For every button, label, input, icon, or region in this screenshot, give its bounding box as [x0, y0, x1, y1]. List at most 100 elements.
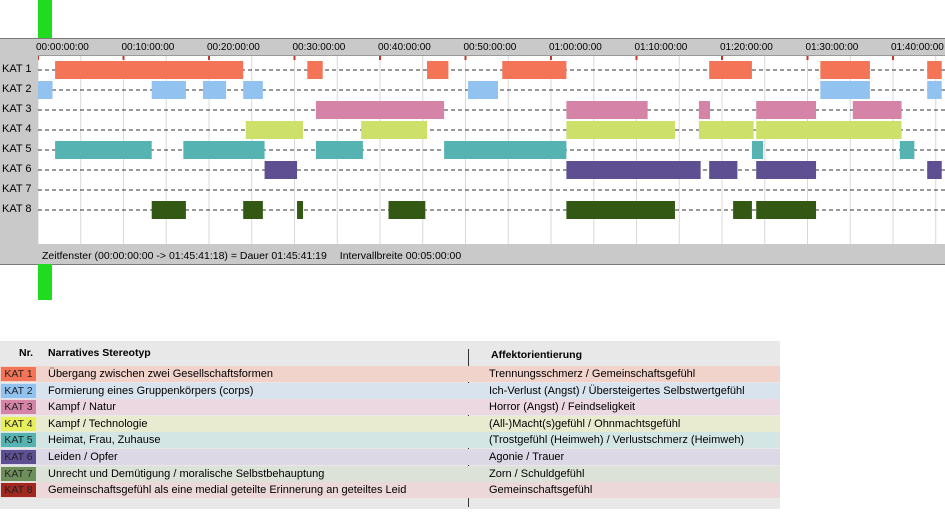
segment-bar-kat-4[interactable] — [698, 121, 754, 139]
legend-header-nr: Nr. — [19, 347, 34, 359]
segment-bar-kat-8[interactable] — [566, 201, 675, 219]
legend-row: KAT 8 Gemeinschaftsgefühl als eine medial… — [0, 482, 780, 499]
narrative-text: Kampf / Technologie — [48, 417, 148, 430]
row-label: KAT 5 — [2, 143, 32, 155]
status-bar: Zeitfenster (00:00:00:00 -> 01:45:41:18)… — [42, 250, 471, 263]
segment-bar-kat-5[interactable] — [751, 141, 764, 159]
row-label: KAT 4 — [2, 123, 32, 135]
segment-bar-kat-6[interactable] — [264, 161, 298, 179]
legend-row: KAT 3 Kampf / Natur Horror (Angst) / Feind… — [0, 399, 780, 416]
row-label: KAT 1 — [2, 63, 32, 75]
segment-bar-kat-2[interactable] — [38, 81, 53, 99]
segment-bar-kat-8[interactable] — [388, 201, 426, 219]
playhead-marker-bottom[interactable] — [38, 264, 52, 300]
affekt-text: Gemeinschaftsgefühl — [489, 484, 593, 497]
category-badge: KAT 2 — [1, 383, 36, 398]
segment-bar-kat-2[interactable] — [468, 81, 498, 99]
category-badge: KAT 6 — [1, 450, 36, 464]
category-badge: KAT 8 — [1, 483, 36, 498]
row-label: KAT 6 — [2, 163, 32, 175]
segment-bar-kat-6[interactable] — [566, 161, 701, 179]
segment-bar-kat-5[interactable] — [55, 141, 152, 159]
x-tick-label: 00:30:00:00 — [292, 42, 346, 53]
legend-header-narrative: Narratives Stereotyp — [48, 347, 151, 359]
segment-bar-kat-3[interactable] — [852, 101, 902, 119]
segment-bar-kat-5[interactable] — [183, 141, 265, 159]
segment-bar-kat-5[interactable] — [444, 141, 567, 159]
narrative-text: Kampf / Natur — [48, 401, 116, 414]
x-tick-label: 00:20:00:00 — [207, 42, 260, 53]
segment-bar-kat-2[interactable] — [243, 81, 263, 99]
affekt-text: Trennungsschmerz / Gemeinschaftsgefühl — [489, 368, 696, 380]
plot-area[interactable] — [38, 55, 945, 244]
affekt-text: Ich-Verlust (Angst) / Übersteigertes Sel… — [489, 384, 745, 397]
legend-row: KAT 2 Formierung eines Gruppenkörpers (co… — [0, 382, 780, 399]
segment-bar-kat-1[interactable] — [820, 61, 870, 79]
category-badge: KAT 7 — [1, 466, 36, 481]
affekt-text: Agonie / Trauer — [489, 451, 565, 463]
affekt-text: Horror (Angst) / Feindseligkeit — [489, 401, 636, 414]
timeline-svg — [38, 56, 945, 244]
narrative-text: Unrecht und Demütigung / moralische Selb… — [48, 467, 325, 480]
row-label: KAT 7 — [2, 183, 32, 195]
playhead-marker-top[interactable] — [38, 0, 52, 38]
segment-bar-kat-6[interactable] — [709, 161, 738, 179]
segment-bar-kat-5[interactable] — [315, 141, 363, 159]
x-tick-label: 00:00:00:00 — [36, 42, 89, 53]
segment-bar-kat-8[interactable] — [243, 201, 263, 219]
interval-width-text: Intervallbreite 00:05:00:00 — [339, 250, 462, 262]
segment-bar-kat-1[interactable] — [427, 61, 449, 79]
legend-header-affekt: Affektorientierung — [491, 349, 583, 361]
segment-bar-kat-3[interactable] — [756, 101, 817, 119]
segment-bar-kat-3[interactable] — [698, 101, 711, 119]
x-tick-label: 01:30:00:00 — [805, 42, 859, 53]
segment-bar-kat-1[interactable] — [927, 61, 942, 79]
segment-bar-kat-2[interactable] — [203, 81, 227, 99]
time-window-text: Zeitfenster (00:00:00:00 -> 01:45:41:18)… — [42, 250, 327, 262]
segment-bar-kat-6[interactable] — [927, 161, 942, 179]
segment-bar-kat-1[interactable] — [502, 61, 567, 79]
x-tick-label: 00:40:00:00 — [378, 42, 431, 53]
segment-bar-kat-8[interactable] — [297, 201, 304, 219]
category-badge: KAT 1 — [1, 367, 36, 381]
x-tick-label: 01:40:00:00 — [891, 42, 944, 53]
legend-row: KAT 4 Kampf / Technologie (All-)Macht(s)ge… — [0, 415, 780, 432]
segment-bar-kat-4[interactable] — [566, 121, 675, 139]
narrative-text: Formierung eines Gruppenkörpers (corps) — [48, 384, 254, 397]
legend-row: KAT 5 Heimat, Frau, Zuhause (Trostgefühl (… — [0, 432, 780, 449]
x-tick-label: 01:10:00:00 — [634, 42, 688, 53]
legend-row: KAT 7 Unrecht und Demütigung / moralische… — [0, 465, 780, 482]
segment-bar-kat-2[interactable] — [820, 81, 870, 99]
segment-bar-kat-1[interactable] — [55, 61, 244, 79]
segment-bar-kat-8[interactable] — [756, 201, 817, 219]
affekt-text: (Trostgefühl (Heimweh) / Verlustschmerz … — [489, 434, 745, 447]
segment-bar-kat-1[interactable] — [709, 61, 752, 79]
legend-row: KAT 6 Leiden / Opfer Agonie / Trauer — [0, 449, 780, 465]
x-tick-label: 01:00:00:00 — [549, 42, 602, 53]
narrative-text: Übergang zwischen zwei Gesellschaftsform… — [48, 368, 273, 380]
segment-bar-kat-6[interactable] — [756, 161, 817, 179]
segment-bar-kat-8[interactable] — [151, 201, 186, 219]
segment-bar-kat-8[interactable] — [733, 201, 752, 219]
legend-row: KAT 1 Übergang zwischen zwei Gesellschaft… — [0, 366, 780, 382]
row-label: KAT 2 — [2, 83, 32, 95]
x-tick-label: 00:50:00:00 — [463, 42, 517, 53]
segment-bar-kat-4[interactable] — [756, 121, 902, 139]
row-label: KAT 3 — [2, 103, 32, 115]
category-badge: KAT 5 — [1, 433, 36, 448]
segment-bar-kat-3[interactable] — [315, 101, 445, 119]
narrative-text: Gemeinschaftsgefühl als eine medial gete… — [48, 484, 407, 497]
segment-bar-kat-4[interactable] — [361, 121, 428, 139]
segment-bar-kat-1[interactable] — [307, 61, 323, 79]
affekt-text: Zorn / Schuldgefühl — [489, 467, 585, 480]
timeline-chart: KAT 1 KAT 2 KAT 3 KAT 4 KAT 5 KAT 6 KAT 7 KAT 8… — [0, 38, 945, 265]
affekt-text: (All-)Macht(s)gefühl / Ohnmachtsgefühl — [489, 417, 681, 430]
segment-bar-kat-5[interactable] — [899, 141, 915, 159]
segment-bar-kat-2[interactable] — [151, 81, 186, 99]
narrative-text: Leiden / Opfer — [48, 451, 118, 463]
segment-bar-kat-3[interactable] — [566, 101, 648, 119]
x-tick-label: 01:20:00:00 — [720, 42, 773, 53]
segment-bar-kat-2[interactable] — [927, 81, 942, 99]
x-tick-label: 00:10:00:00 — [121, 42, 175, 53]
segment-bar-kat-4[interactable] — [245, 121, 304, 139]
